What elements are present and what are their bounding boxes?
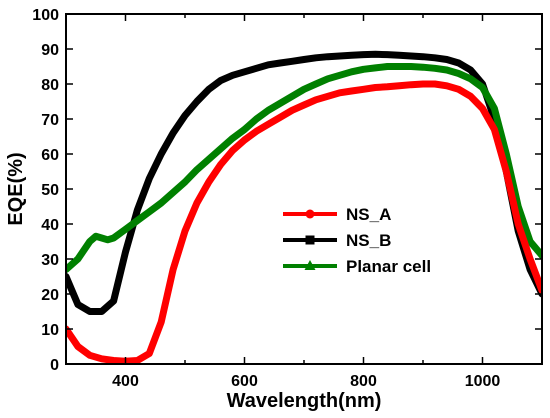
x-axis-title: Wavelength(nm) <box>227 390 382 412</box>
y-tick-label: 70 <box>41 112 59 129</box>
legend-marker-ns-a <box>305 209 315 219</box>
legend-marker-ns-b <box>305 235 315 245</box>
y-axis-title: EQE(%) <box>5 152 27 225</box>
y-tick-label: 80 <box>41 77 59 94</box>
legend-label-ns-a: NS_A <box>346 205 391 224</box>
y-tick-label: 60 <box>41 147 59 164</box>
legend-marker-planar-cell <box>304 260 316 270</box>
y-tick-label: 90 <box>41 42 59 59</box>
y-tick-label: 50 <box>41 182 59 199</box>
x-tick-label: 400 <box>112 373 139 390</box>
y-tick-label: 0 <box>50 357 59 374</box>
y-tick-label: 20 <box>41 287 59 304</box>
series-line-ns-b <box>66 50 542 315</box>
legend-label-planar-cell: Planar cell <box>346 257 431 276</box>
y-tick-label: 10 <box>41 322 59 339</box>
legend: NS_A NS_B Planar cell <box>283 205 431 276</box>
series-line-ns-a <box>66 80 542 364</box>
x-tick-label: 600 <box>231 373 258 390</box>
y-tick-label: 40 <box>41 217 59 234</box>
ticks-layer: 0 10 20 30 40 50 60 70 80 90 100 400 600 800 1000 <box>32 7 543 390</box>
y-tick-label: 100 <box>32 7 59 24</box>
series-line-planar-cell <box>66 63 542 273</box>
x-tick-label: 800 <box>350 373 377 390</box>
series-layer <box>66 50 542 364</box>
x-tick-label: 1000 <box>465 373 501 390</box>
y-tick-label: 30 <box>41 252 59 269</box>
legend-label-ns-b: NS_B <box>346 231 391 250</box>
